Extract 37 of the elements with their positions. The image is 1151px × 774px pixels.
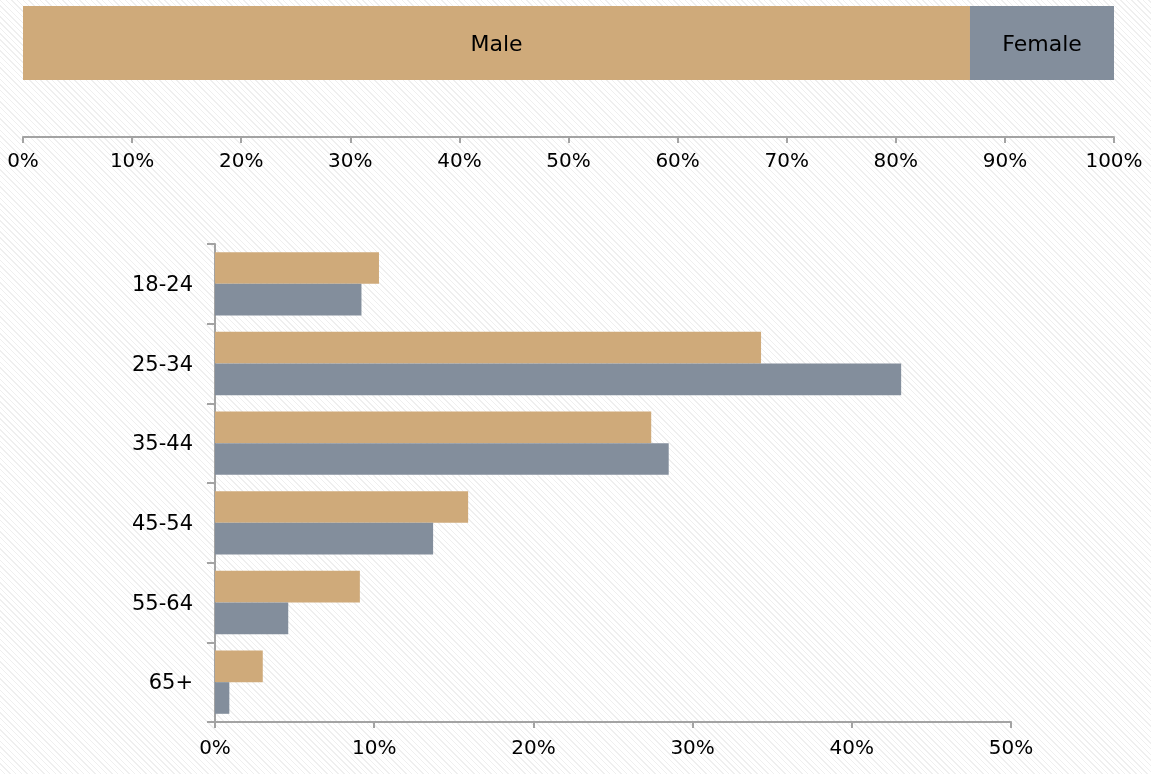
bar [215,570,360,603]
x-tick-label: 30% [328,148,373,172]
bar [215,522,434,555]
bar [215,682,230,714]
x-tick-label: 100% [1085,148,1143,172]
x-tick-label: 40% [437,148,482,172]
x-tick-label: 70% [764,148,809,172]
y-tick-label: 35-44 [131,431,193,456]
bar [215,650,263,683]
x-tick-label: 10% [109,148,155,172]
x-tick-label: 50% [546,148,591,172]
x-tick-label: 10% [351,735,397,759]
y-tick-label: 65+ [148,670,193,695]
x-tick-label: 0% [199,735,231,759]
bar [215,491,469,523]
x-tick-label: 20% [218,148,264,172]
y-tick-label: 25-34 [131,351,193,376]
x-tick-label: 90% [982,148,1028,172]
x-tick-label: 80% [873,148,919,172]
x-tick-label: 20% [511,735,556,759]
x-tick-label: 0% [7,148,39,172]
x-tick-label: 60% [655,148,700,172]
y-tick-label: 18-24 [131,271,193,296]
bar [215,363,902,396]
bar [215,331,762,364]
bar [215,283,362,316]
y-tick-label: 55-64 [131,590,193,615]
series-label: Male [470,30,523,56]
x-tick-label: 40% [829,735,875,759]
bar [215,252,379,284]
x-tick-label: 50% [988,735,1034,759]
bar [215,443,669,475]
bar [215,411,652,444]
x-tick-label: 30% [670,735,715,759]
series-label: Female [1002,30,1082,56]
y-tick-label: 45-54 [131,510,193,535]
bar [215,602,289,635]
